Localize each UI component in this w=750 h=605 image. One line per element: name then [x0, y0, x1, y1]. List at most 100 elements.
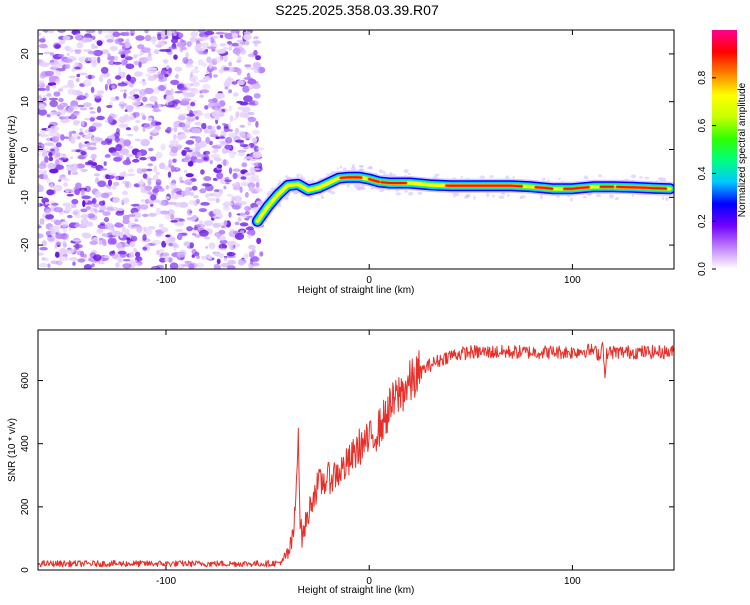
noise-speckle [115, 75, 122, 80]
snr-y-tick-label: 0 [20, 567, 31, 573]
noise-speckle [210, 130, 215, 135]
noise-speckle [137, 44, 145, 50]
noise-speckle [96, 40, 103, 46]
ridge-halo-speckle [570, 197, 573, 202]
noise-speckle [47, 234, 53, 238]
noise-speckle [196, 113, 200, 117]
noise-speckle [168, 67, 172, 74]
noise-speckle [38, 82, 43, 86]
noise-speckle [51, 69, 60, 73]
noise-speckle [167, 257, 173, 263]
noise-speckle [177, 115, 186, 121]
noise-speckle [80, 37, 89, 43]
noise-speckle [119, 231, 124, 239]
noise-speckle [235, 111, 240, 119]
noise-speckle [147, 75, 156, 82]
noise-speckle [151, 265, 161, 269]
noise-speckle [71, 67, 75, 72]
noise-speckle [169, 139, 179, 147]
noise-speckle [119, 89, 125, 93]
ridge-halo-speckle [407, 172, 411, 175]
noise-speckle [160, 30, 169, 37]
noise-speckle [81, 144, 85, 149]
noise-speckle [56, 152, 61, 158]
noise-speckle [253, 162, 262, 168]
noise-speckle [46, 92, 52, 97]
snr-y-axis-title: SNR (10 * v/v) [7, 418, 18, 482]
noise-speckle [252, 83, 261, 89]
noise-speckle [238, 131, 246, 138]
ridge-halo-speckle [309, 196, 313, 199]
noise-speckle [223, 55, 228, 62]
noise-speckle [135, 105, 140, 110]
noise-speckle [38, 252, 44, 256]
noise-speckle [232, 151, 237, 155]
noise-speckle [84, 117, 90, 121]
noise-speckle [158, 76, 168, 82]
noise-speckle [38, 38, 46, 43]
noise-speckle [152, 174, 159, 181]
noise-speckle [114, 38, 123, 45]
noise-speckle [217, 247, 227, 251]
noise-speckle [196, 223, 206, 229]
noise-speckle [39, 262, 48, 268]
noise-speckle [215, 233, 221, 238]
noise-speckle [133, 60, 140, 66]
noise-speckle [65, 190, 70, 194]
noise-speckle [49, 225, 60, 232]
noise-speckle [169, 262, 179, 269]
noise-speckle [148, 212, 157, 217]
noise-speckle [46, 177, 51, 184]
noise-speckle [140, 199, 146, 203]
noise-speckle [136, 151, 142, 158]
spectrogram-x-tick-label: -100 [156, 275, 176, 286]
noise-speckle [86, 142, 95, 146]
noise-speckle [103, 217, 110, 223]
noise-speckle [149, 135, 153, 140]
noise-speckle [94, 137, 103, 142]
noise-speckle [252, 151, 262, 159]
ridge-halo-speckle [542, 177, 546, 181]
noise-speckle [195, 116, 199, 120]
noise-speckle [158, 223, 164, 228]
noise-speckle [93, 94, 103, 99]
noise-speckle [63, 136, 70, 139]
noise-speckle [151, 129, 159, 134]
ridge-halo-speckle [615, 196, 619, 201]
noise-speckle [99, 168, 108, 171]
noise-speckle [70, 163, 79, 171]
noise-speckle [55, 78, 61, 85]
ridge-halo-speckle [293, 191, 299, 195]
colorbar-gradient [712, 30, 737, 269]
noise-speckle [89, 240, 98, 245]
noise-speckle [149, 95, 158, 103]
noise-speckle [93, 254, 102, 262]
noise-speckle [234, 127, 239, 134]
noise-speckle [136, 167, 143, 174]
noise-speckle [150, 156, 157, 162]
noise-speckle [61, 176, 68, 180]
noise-speckle [226, 194, 234, 197]
ridge-halo-speckle [662, 196, 665, 201]
noise-speckle [215, 136, 220, 139]
noise-speckle [214, 103, 219, 112]
noise-speckle [115, 96, 119, 100]
noise-speckle [185, 173, 194, 178]
noise-speckle [96, 228, 104, 233]
noise-speckle [82, 49, 92, 52]
noise-speckle [83, 264, 92, 269]
noise-speckle [152, 188, 160, 194]
noise-speckle [208, 62, 213, 69]
noise-speckle [154, 49, 160, 55]
noise-speckle [187, 160, 194, 167]
noise-speckle [198, 208, 207, 213]
noise-speckle [69, 222, 77, 226]
noise-speckle [209, 160, 213, 165]
noise-speckle [119, 172, 124, 177]
noise-speckle [72, 210, 79, 216]
noise-speckle [179, 176, 183, 182]
noise-speckle [106, 135, 114, 139]
noise-speckle [223, 47, 229, 50]
noise-speckle [93, 49, 103, 57]
ridge-halo-speckle [404, 190, 408, 193]
